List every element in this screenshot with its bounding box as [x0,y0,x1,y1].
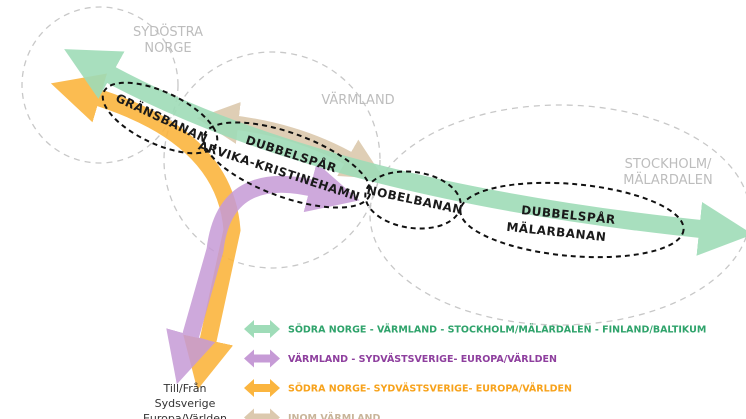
ellipse [202,121,372,209]
region-label: MÄLARDALEN [623,172,712,188]
corridor-ellipses [101,81,685,259]
arrow [50,73,241,390]
ellipse [459,181,685,259]
legend-arrow [244,379,280,397]
region-label: NORGE [144,41,191,56]
legend-label: SÖDRA NORGE- SYDVÄSTSVERIGE- EUROPA/VÄRL… [288,384,572,395]
region-label: SYDÖSTRA [133,23,203,40]
legend: SÖDRA NORGE - VÄRMLAND - STOCKHOLM/MÄLAR… [244,320,706,419]
region-label: STOCKHOLM/ [625,157,712,172]
arrow [64,49,746,256]
legend-arrow [244,349,280,368]
legend-label: SÖDRA NORGE - VÄRMLAND - STOCKHOLM/MÄLAR… [288,325,706,336]
region-label: VÄRMLAND [321,92,394,108]
legend-arrow [244,320,280,338]
destination-label: Europa/Världen [143,412,227,419]
legend-arrow [244,408,280,419]
arrows [50,49,746,390]
destination-label: Till/Från [162,382,206,395]
legend-label: INOM VÄRMLAND [288,413,381,419]
ellipse [364,170,462,230]
legend-label: VÄRMLAND - SYDVÄSTSVERIGE- EUROPA/VÄRLDE… [288,354,557,365]
destination-label: Sydsverige [155,397,216,410]
ellipse [101,81,219,155]
